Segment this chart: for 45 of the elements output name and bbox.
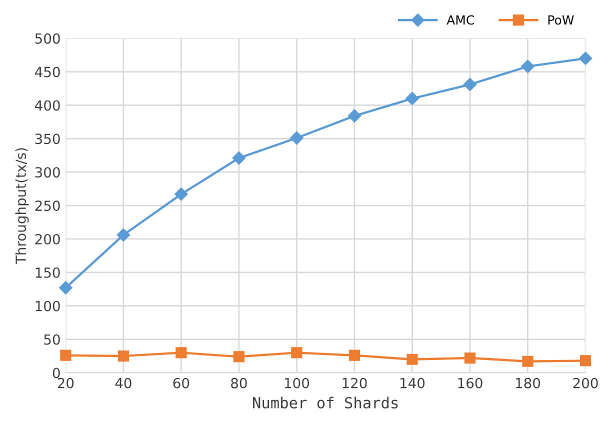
point (406, 354, 418, 365)
y-tick-label: 400 (34, 100, 60, 111)
y-tick-label: 450 (34, 66, 60, 78)
point (348, 350, 360, 361)
point (118, 350, 129, 362)
point (521, 60, 534, 74)
point (116, 228, 130, 242)
y-tick-label: 150 (36, 267, 60, 278)
point (60, 350, 72, 361)
x-tick-label: 200 (573, 378, 598, 388)
y-tick-label: 100 (36, 300, 60, 312)
y-tick-label: 50 (44, 334, 60, 345)
point (290, 131, 304, 145)
point (291, 347, 302, 358)
point (233, 351, 244, 362)
x-tick-label: 120 (342, 378, 367, 388)
x-tick-label: 40 (115, 378, 132, 388)
y-tick-label: 500 (35, 33, 60, 44)
x-tick-label: 160 (458, 378, 482, 388)
y-tick-label: 350 (35, 134, 60, 144)
y-tick-label: 300 (35, 167, 60, 178)
point (578, 52, 592, 65)
point (464, 352, 476, 364)
legend-label: AMC (446, 15, 474, 25)
x-tick-label: 140 (400, 378, 425, 388)
x-tick-label: 180 (516, 378, 540, 388)
legend-label: PoW (548, 15, 574, 25)
point (580, 355, 592, 366)
y-tick-label: 0 (52, 368, 60, 378)
point (174, 188, 188, 201)
point (348, 109, 362, 123)
y-axis-title: Throughput(tx/s) (15, 148, 29, 264)
y-tick-label: 200 (35, 234, 60, 244)
x-tick-label: 100 (284, 378, 310, 388)
x-tick-label: 80 (231, 378, 247, 388)
point (176, 347, 187, 358)
point (522, 356, 534, 367)
y-tick-label: 250 (35, 200, 60, 212)
point (232, 151, 246, 165)
point (59, 281, 72, 294)
x-tick-label: 20 (58, 378, 74, 388)
x-tick-label: 60 (173, 378, 190, 388)
x-axis-title: Number of Shards (253, 396, 398, 409)
point (406, 92, 419, 106)
point (463, 78, 477, 92)
